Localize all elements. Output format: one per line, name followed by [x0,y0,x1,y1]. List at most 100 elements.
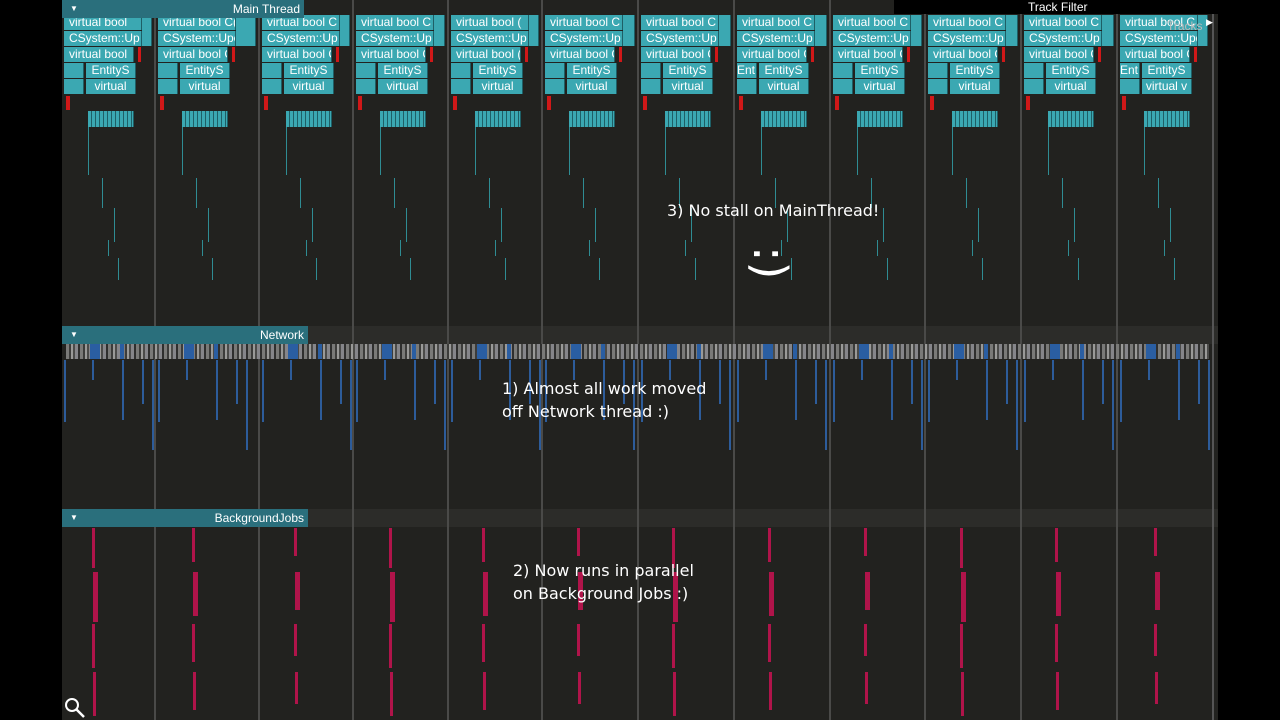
zone-r3[interactable]: virtual bool C [928,47,998,62]
background-job-zone[interactable] [92,624,95,668]
zone-r2[interactable]: CSystem::Upc [158,31,236,46]
network-zone[interactable] [479,344,487,359]
zone-small[interactable] [262,63,282,78]
zone-small[interactable] [356,79,376,94]
zone-block[interactable] [1006,15,1018,46]
zone-cluster[interactable] [475,111,521,127]
network-zone[interactable] [669,344,677,359]
zone-cluster[interactable] [1144,111,1190,127]
tracks-label[interactable]: Tracks [1167,19,1203,33]
zone-r2[interactable]: CSystem::Up [833,31,911,46]
background-job-zone[interactable] [193,572,198,616]
zone-r2[interactable]: CSystem::Up [262,31,340,46]
zone-r3[interactable]: virtual bool C [356,47,426,62]
network-zone[interactable] [318,344,322,359]
zone-r2[interactable]: CSystem::Up [928,31,1006,46]
network-zone-strip[interactable] [66,344,1209,359]
collapse-triangle-icon[interactable]: ▼ [70,330,78,339]
network-zone[interactable] [889,344,893,359]
zone-small[interactable] [928,63,948,78]
background-job-zone[interactable] [1155,572,1160,610]
background-job-zone[interactable] [1056,672,1059,710]
search-icon[interactable] [64,697,86,719]
zone-block[interactable] [340,15,350,46]
zone-small[interactable] [1024,63,1044,78]
zone-r1[interactable]: virtual bool C [356,15,434,30]
background-job-zone[interactable] [389,624,392,668]
zone-r2[interactable]: CSystem::Up [641,31,719,46]
zone-r1[interactable]: virtual bool C [1120,15,1198,30]
zone-r5[interactable]: virtual [86,79,136,94]
stall-marker[interactable] [1098,47,1101,62]
zone-r1[interactable]: virtual bool C [737,15,815,30]
profiler-timeline[interactable]: virtual bool CSystem::Up virtual bool Entit… [62,0,1218,720]
stall-marker[interactable] [1002,47,1005,62]
track-header-network[interactable]: ▼ Network [62,326,308,344]
zone-r4[interactable]: EntityS [663,63,713,78]
zone-small[interactable] [545,63,565,78]
stall-marker[interactable] [232,47,235,62]
background-job-zone[interactable] [390,672,393,716]
zone-small[interactable] [158,63,178,78]
zone-small[interactable] [737,79,757,94]
zone-small[interactable] [451,79,471,94]
zone-block[interactable] [434,15,445,46]
background-job-zone[interactable] [192,624,195,662]
zone-r2[interactable]: CSystem::Up [545,31,623,46]
zone-r3[interactable]: virtual bool C [1120,47,1190,62]
network-zone[interactable] [861,344,869,359]
zone-r3[interactable]: virtual bool C [262,47,332,62]
network-zone[interactable] [601,344,605,359]
network-zone[interactable] [793,344,797,359]
zone-r4[interactable]: EntityS [86,63,136,78]
zone-r4[interactable]: EntityS [284,63,334,78]
zone-small[interactable] [1024,79,1044,94]
zone-r1[interactable]: virtual bool C [833,15,911,30]
zone-r3[interactable]: virtual bool C [158,47,228,62]
zone-cluster[interactable] [182,111,228,127]
background-job-zone[interactable] [960,528,963,568]
zone-r4[interactable]: EntityS [378,63,428,78]
zone-small[interactable]: Ent [1120,63,1140,78]
stall-marker[interactable] [739,96,743,110]
stall-marker[interactable] [715,47,718,62]
network-zone[interactable] [1148,344,1156,359]
background-job-zone[interactable] [92,528,95,568]
zone-cluster[interactable] [665,111,711,127]
network-zone[interactable] [186,344,194,359]
network-zone[interactable] [120,344,124,359]
zone-block[interactable] [236,15,256,46]
background-job-zone[interactable] [294,624,297,656]
background-job-zone[interactable] [577,528,580,556]
background-job-zone[interactable] [389,528,392,568]
network-zone[interactable] [1080,344,1084,359]
track-header-main-thread[interactable]: ▼ Main Thread [62,0,304,18]
zone-r4[interactable]: EntityS [855,63,905,78]
zone-r4[interactable]: EntityS [759,63,809,78]
background-job-zone[interactable] [961,672,964,716]
zone-r3[interactable]: virtual bool C [737,47,807,62]
zone-r2[interactable]: CSystem::Upd [1120,31,1198,46]
background-job-zone[interactable] [1155,672,1158,704]
stall-marker[interactable] [525,47,528,62]
zone-r5[interactable]: virtual [473,79,523,94]
zone-small[interactable] [928,79,948,94]
zone-block[interactable] [719,15,731,46]
stall-marker[interactable] [430,47,433,62]
zone-r5[interactable]: virtual [950,79,1000,94]
stall-marker[interactable] [66,96,70,110]
background-job-zone[interactable] [1154,624,1157,656]
arrow-right-icon[interactable]: ▶ [1206,17,1213,27]
zone-r2[interactable]: CSystem::Up [1024,31,1102,46]
zone-r5[interactable]: virtual [1046,79,1096,94]
background-job-zone[interactable] [961,572,966,622]
zone-small[interactable] [158,79,178,94]
background-job-zone[interactable] [93,572,98,622]
stall-marker[interactable] [547,96,551,110]
background-job-zone[interactable] [768,624,771,662]
track-header-background-jobs[interactable]: ▼ BackgroundJobs [62,509,308,527]
background-job-zone[interactable] [193,672,196,710]
zone-r1[interactable]: virtual bool C [545,15,623,30]
background-job-zone[interactable] [295,672,298,704]
stall-marker[interactable] [453,96,457,110]
